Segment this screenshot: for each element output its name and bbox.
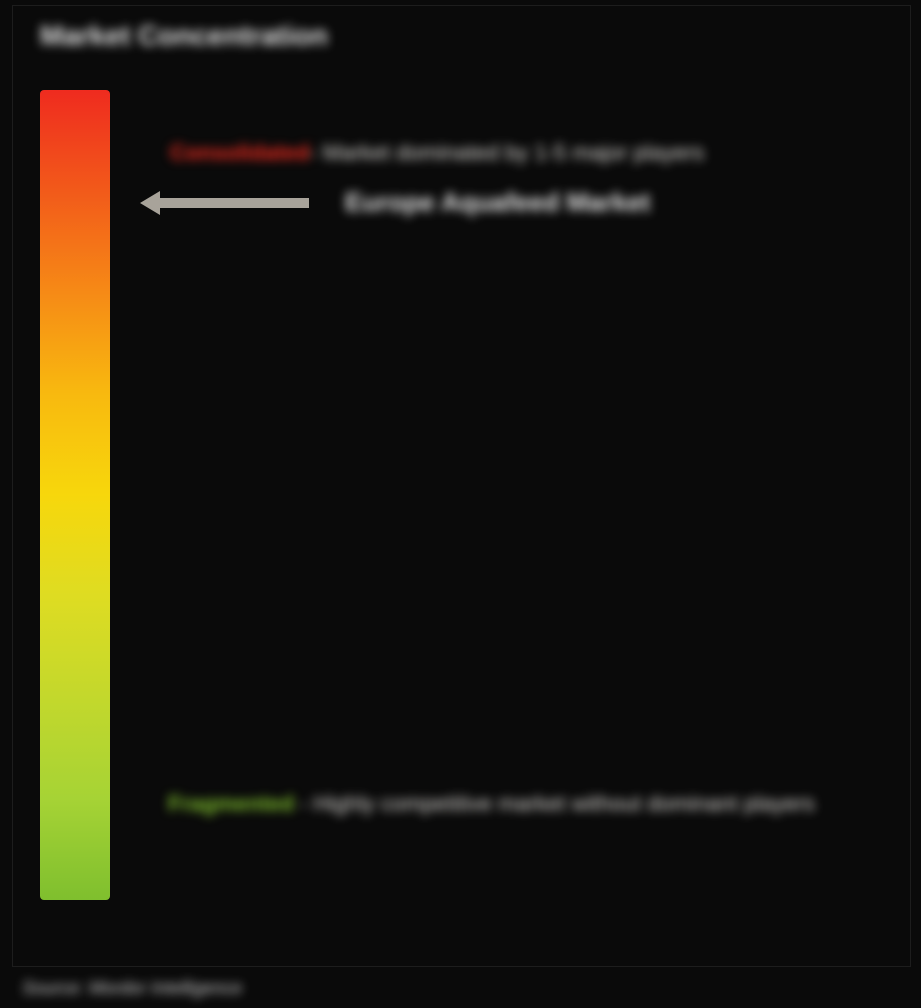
consolidated-desc: - Market dominated by 1-5 major players (309, 140, 704, 165)
consolidated-legend: Consolidated- Market dominated by 1-5 ma… (170, 140, 870, 166)
fragmented-desc: - Highly competitive market without domi… (294, 791, 815, 816)
marker-arrow (140, 198, 309, 208)
consolidated-label: Consolidated (170, 140, 309, 165)
fragmented-legend: Fragmented - Highly competitive market w… (168, 785, 868, 822)
chart-title: Market Concentration (40, 20, 328, 52)
arrow-head-icon (140, 191, 160, 215)
concentration-gradient-bar (40, 90, 110, 900)
source-attribution: Source: Mordor Intelligence (22, 978, 242, 999)
fragmented-label: Fragmented (168, 791, 294, 816)
arrow-line (159, 198, 309, 208)
market-name-label: Europe Aquafeed Market (345, 187, 650, 218)
